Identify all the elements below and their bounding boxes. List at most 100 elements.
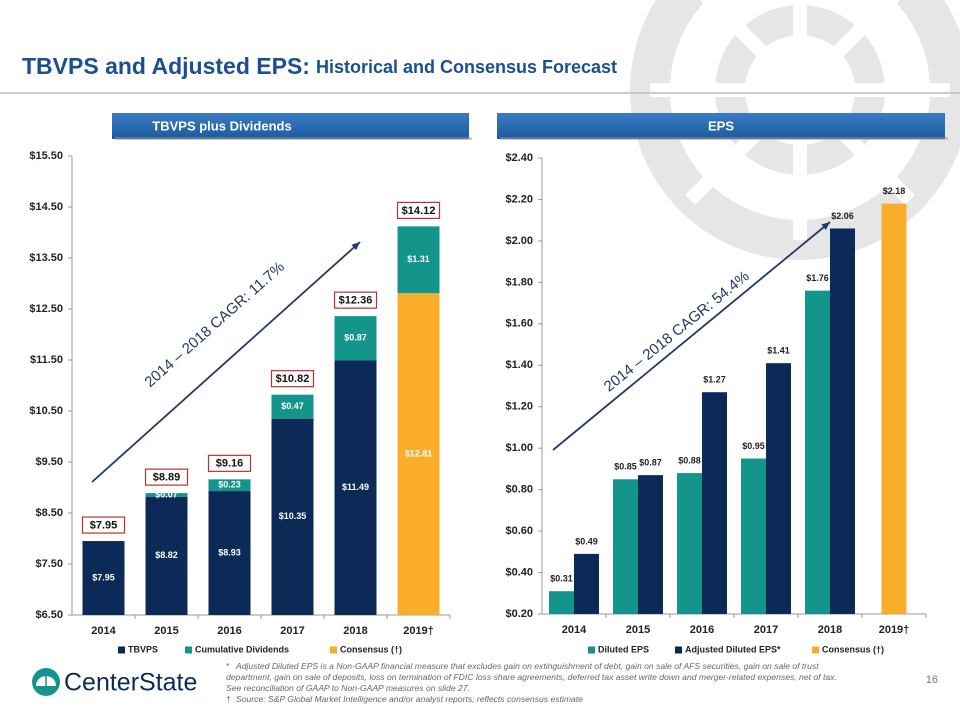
total-box xyxy=(270,370,315,388)
panel-shadow xyxy=(500,137,948,140)
total-box xyxy=(144,468,189,486)
y-tick-label: $0.20 xyxy=(505,608,533,620)
legend-swatch xyxy=(330,646,337,654)
total-label: $8.89 xyxy=(153,472,181,484)
y-tick-label: $1.20 xyxy=(505,401,533,413)
arrow-head xyxy=(821,222,830,230)
y-tick-label: $0.80 xyxy=(505,484,533,496)
data-label: $8.82 xyxy=(155,550,178,560)
y-tick-label: $9.50 xyxy=(35,456,63,468)
arrow-head xyxy=(351,242,360,251)
total-box xyxy=(333,291,378,309)
footnote-mark: † xyxy=(226,694,231,704)
data-label: $12.81 xyxy=(405,448,433,458)
data-label: $2.18 xyxy=(883,186,906,196)
bar-segment xyxy=(397,293,440,615)
x-tick-label: 2019† xyxy=(879,624,910,636)
slide-title: TBVPS and Adjusted EPS: Historical and Co… xyxy=(22,53,617,79)
legend-swatch xyxy=(812,646,819,654)
bar-segment xyxy=(145,493,188,497)
data-label: $10.35 xyxy=(279,511,307,521)
data-label: $11.49 xyxy=(342,482,369,492)
y-tick-label: $11.50 xyxy=(30,354,63,366)
data-label: $1.76 xyxy=(806,273,829,283)
y-tick-label: $8.50 xyxy=(35,507,63,519)
bar-segment xyxy=(145,496,188,615)
x-tick-label: 2016 xyxy=(690,624,714,636)
x-tick-label: 2015 xyxy=(626,624,650,636)
data-label: $0.85 xyxy=(614,462,637,472)
total-label: $12.36 xyxy=(339,295,373,307)
cagr-annotation: 2014 – 2018 CAGR: 54.4% xyxy=(601,268,753,396)
legend-swatch xyxy=(588,646,595,654)
bar-segment xyxy=(208,491,251,615)
legend-swatch xyxy=(118,646,125,654)
y-tick-label: $7.50 xyxy=(35,558,63,570)
legend-swatch xyxy=(675,646,682,654)
title-main: TBVPS and Adjusted EPS: xyxy=(22,53,310,79)
data-label: $2.06 xyxy=(831,211,854,221)
bar xyxy=(830,228,855,615)
panel-header xyxy=(497,113,945,139)
data-label: $0.95 xyxy=(742,441,765,451)
data-label: $0.49 xyxy=(575,536,598,546)
bar xyxy=(549,591,574,614)
watermark xyxy=(630,0,960,260)
x-tick-label: 2014 xyxy=(91,625,116,637)
y-tick-label: $0.40 xyxy=(505,566,533,578)
bar-segment xyxy=(334,360,377,615)
data-label: $0.87 xyxy=(344,333,367,343)
y-tick-label: $2.00 xyxy=(505,235,533,247)
data-label: $7.95 xyxy=(92,572,115,582)
legend-label: TBVPS xyxy=(128,644,158,654)
total-label: $9.16 xyxy=(216,458,244,470)
footnote-text: Adjusted Diluted EPS is a Non-GAAP finan… xyxy=(226,661,837,693)
total-box xyxy=(81,516,126,534)
total-label: $10.82 xyxy=(276,373,310,385)
x-tick-label: 2019† xyxy=(403,625,434,637)
footnote: * Adjusted Diluted EPS is a Non-GAAP fina… xyxy=(226,661,846,694)
y-tick-label: $6.50 xyxy=(35,609,63,621)
y-tick-label: $1.40 xyxy=(505,359,533,371)
y-tick-label: $13.50 xyxy=(29,252,63,264)
total-box xyxy=(396,201,441,219)
bar xyxy=(702,392,727,614)
data-label: $0.23 xyxy=(218,480,241,490)
chart-title: EPS xyxy=(708,118,734,133)
y-tick-label: $10.50 xyxy=(29,405,63,417)
data-label: $0.47 xyxy=(281,401,304,411)
bar-segment xyxy=(397,226,440,294)
bar-segment xyxy=(271,394,314,419)
bar xyxy=(766,363,791,614)
y-tick-label: $1.80 xyxy=(505,276,533,288)
x-tick-label: 2018 xyxy=(343,625,367,637)
footnote-text: Source: S&P Global Market Intelligence a… xyxy=(236,694,583,704)
data-label: $1.27 xyxy=(703,375,726,385)
bar-segment xyxy=(82,541,125,615)
x-tick-label: 2017 xyxy=(280,625,304,637)
legend-swatch xyxy=(185,646,192,654)
panel-shadow xyxy=(115,137,472,140)
bar xyxy=(741,458,766,614)
data-label: $0.87 xyxy=(639,458,662,468)
logo-text: CenterState xyxy=(64,669,197,697)
legend-label: Consensus (†) xyxy=(822,644,884,654)
total-label: $7.95 xyxy=(90,519,118,531)
chart-title: TBVPS plus Dividends xyxy=(152,118,291,133)
y-tick-label: $2.40 xyxy=(505,152,533,164)
title-sub: Historical and Consensus Forecast xyxy=(316,57,617,77)
bar xyxy=(574,553,599,614)
y-tick-label: $1.00 xyxy=(505,442,533,454)
y-tick-label: $0.60 xyxy=(505,525,533,537)
total-label: $14.12 xyxy=(402,205,436,217)
data-label: $0.07 xyxy=(155,489,178,499)
page-number: 16 xyxy=(926,674,938,686)
total-box xyxy=(207,454,252,472)
bar xyxy=(638,475,663,614)
y-tick-label: $14.50 xyxy=(29,201,63,213)
footnote: † Source: S&P Global Market Intelligence … xyxy=(226,694,846,705)
y-tick-label: $1.60 xyxy=(505,318,533,330)
bar xyxy=(805,290,830,614)
x-tick-label: 2015 xyxy=(154,625,178,637)
